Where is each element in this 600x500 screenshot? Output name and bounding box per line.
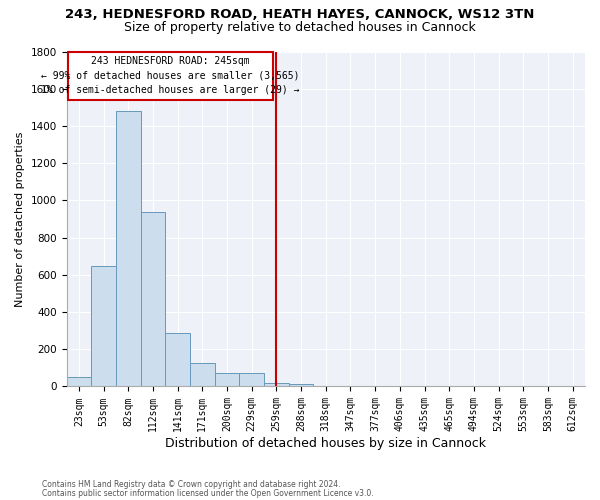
Bar: [140, 212, 165, 386]
Bar: [67, 377, 91, 386]
Bar: [239, 374, 264, 386]
FancyBboxPatch shape: [68, 52, 272, 100]
Text: Size of property relative to detached houses in Cannock: Size of property relative to detached ho…: [124, 21, 476, 34]
Bar: [190, 363, 215, 386]
Bar: [116, 111, 140, 386]
Bar: [289, 384, 313, 386]
Bar: [165, 332, 190, 386]
Text: Contains HM Land Registry data © Crown copyright and database right 2024.: Contains HM Land Registry data © Crown c…: [42, 480, 341, 489]
Y-axis label: Number of detached properties: Number of detached properties: [15, 132, 25, 306]
Text: Contains public sector information licensed under the Open Government Licence v3: Contains public sector information licen…: [42, 488, 374, 498]
Bar: [264, 383, 289, 386]
Text: 243 HEDNESFORD ROAD: 245sqm
← 99% of detached houses are smaller (3,565)
1% of s: 243 HEDNESFORD ROAD: 245sqm ← 99% of det…: [41, 56, 299, 96]
Bar: [215, 374, 239, 386]
Text: 243, HEDNESFORD ROAD, HEATH HAYES, CANNOCK, WS12 3TN: 243, HEDNESFORD ROAD, HEATH HAYES, CANNO…: [65, 8, 535, 20]
Bar: [91, 266, 116, 386]
X-axis label: Distribution of detached houses by size in Cannock: Distribution of detached houses by size …: [165, 437, 486, 450]
